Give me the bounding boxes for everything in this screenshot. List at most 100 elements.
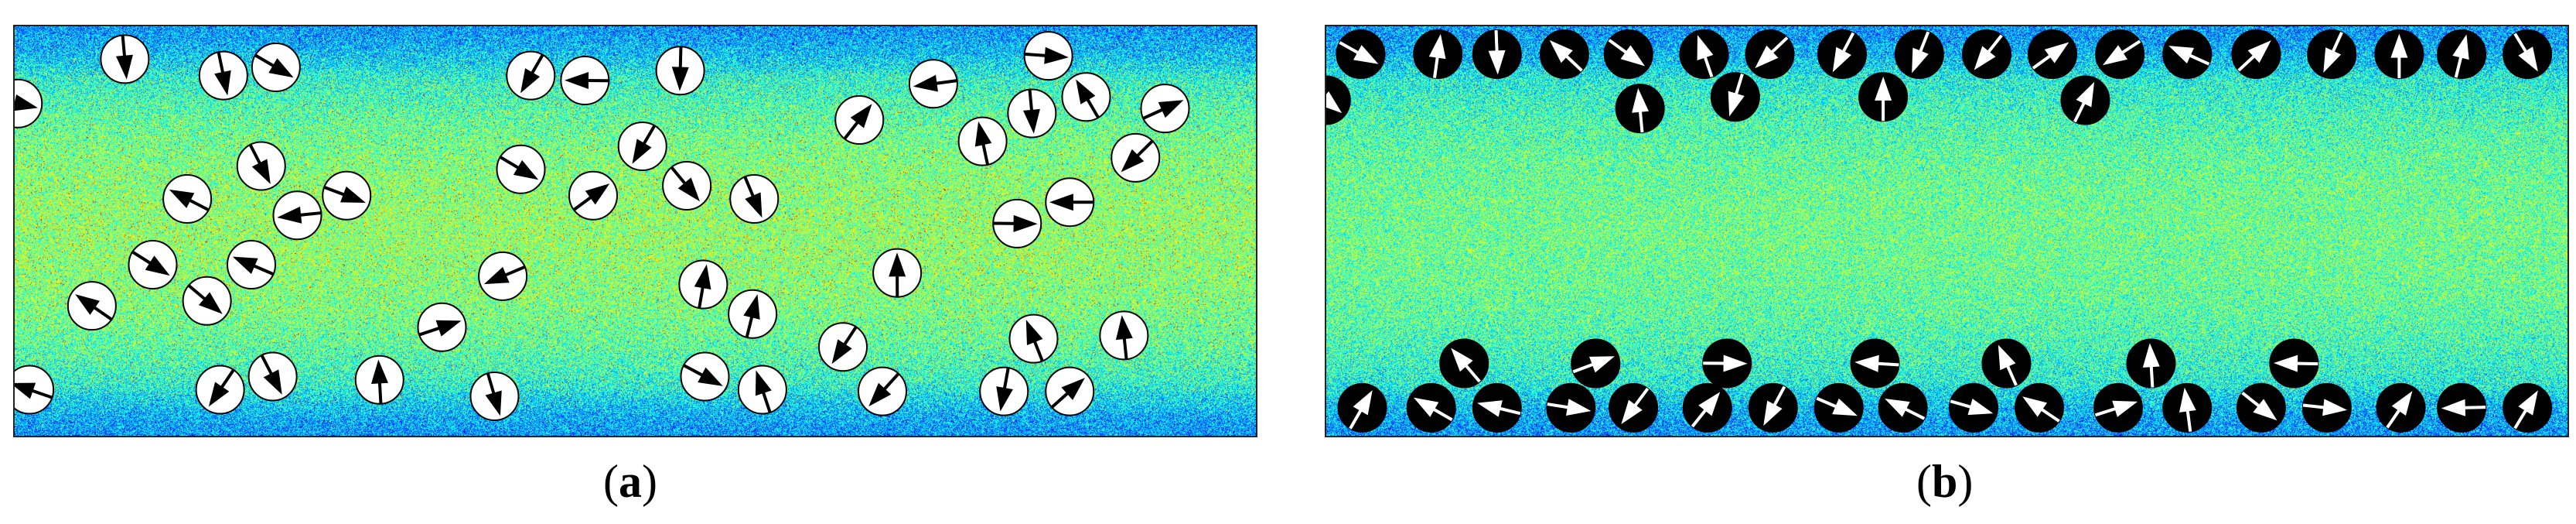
arrow-tail [2149,363,2155,388]
arrow-tail [1134,139,1154,159]
particle [2269,338,2319,389]
orientation-arrow-icon [1022,108,1040,134]
orientation-arrow-icon [1723,354,1748,372]
orientation-arrow-icon [2322,399,2348,416]
arrow-tail [1002,367,1010,392]
arrow-tail [2330,31,2343,55]
arrow-tail [843,118,861,140]
orientation-arrow-icon [585,183,610,205]
orientation-arrow-icon [1044,46,1069,64]
particle [2376,382,2426,433]
arrow-tail [1702,53,1714,77]
particle [737,365,787,415]
particle [1878,382,1928,433]
orientation-arrow-icon [677,177,700,202]
particle [2093,382,2143,433]
particle [1682,382,1732,433]
orientation-arrow-icon [145,255,170,276]
orientation-arrow-icon [1698,392,1721,416]
arrow-tail [2119,39,2141,56]
particle [1337,382,1387,433]
arrow-tail [2005,362,2018,386]
arrow-tail [486,372,496,397]
particle [1981,338,2032,389]
panel-b-field [1325,25,2569,437]
panel-label-a: (a) [603,456,657,507]
arrow-tail [1024,52,1049,58]
particles-b [1326,29,2553,433]
orientation-arrow-icon [483,266,510,285]
arrow-tail [1496,406,1521,416]
arrow-tail [1918,31,1930,55]
orientation-arrow-icon [2179,387,2196,413]
particle [617,122,667,171]
orientation-arrow-icon [1589,356,1615,373]
panel-label-b: (b) [1916,456,1974,507]
arrow-tail [251,263,275,276]
orientation-arrow-icon [974,121,992,147]
arrow-tail [1563,53,1583,72]
orientation-arrow-icon [1428,33,1446,60]
arrow-tail [1349,406,1364,430]
particle [2060,75,2110,125]
particle [979,366,1029,416]
orientation-arrow-icon [1413,397,1439,417]
particle [100,34,150,84]
particle [1326,75,1351,125]
arrow-tail [1142,107,1166,120]
arrow-tail [2185,407,2192,432]
orientation-arrow-icon [1115,315,1133,341]
orientation-arrow-icon [371,359,388,384]
particle [2503,382,2553,433]
arrow-tail [1816,396,1840,409]
particle [322,170,372,221]
orientation-arrow-icon [277,206,302,224]
orientation-arrow-icon [232,256,258,274]
arrow-tail [2094,406,2119,417]
orientation-arrow-icon [1549,39,1573,63]
particle [2028,29,2077,79]
orientation-arrow-icon [340,186,366,204]
arrow-tail [418,325,443,337]
particle [1140,84,1190,134]
orientation-arrow-icon [1974,46,1996,70]
particle [1045,177,1095,228]
orientation-arrow-icon [1632,87,1650,113]
orientation-arrow-icon [1353,45,1379,64]
orientation-arrow-icon [1967,399,1994,416]
orientation-arrow-icon [2112,400,2138,417]
orientation-arrow-icon [2044,42,2069,63]
orientation-arrow-icon [1451,348,1473,372]
arrow-tail [1771,385,1786,409]
arrow-tail [1433,53,1440,78]
arrow-tail [1084,96,1100,119]
particle [2095,29,2145,79]
arrow-tail [2186,53,2210,66]
arrow-tail [2386,406,2403,429]
particle [2437,29,2487,79]
particle [1850,338,1900,389]
arrow-tail [248,144,263,167]
arrow-tail [323,185,347,197]
particle [1679,29,1729,79]
particle [506,50,556,101]
particle [2015,382,2064,433]
particle [1439,338,1489,389]
particle [496,144,546,194]
orientation-arrow-icon [1488,50,1506,75]
orientation-arrow-icon [1697,35,1714,60]
orientation-arrow-icon [15,94,38,111]
particle [1748,382,1798,433]
arrow-tail [1902,406,1926,420]
orientation-arrow-icon [996,386,1013,412]
particle [1406,382,1456,433]
arrow-tail [2073,99,2087,123]
orientation-arrow-icon [694,264,711,289]
particle [469,372,520,421]
particles-a [15,31,1190,421]
particle [2503,29,2553,79]
orientation-arrow-icon [1061,378,1085,400]
particle [1546,382,1596,433]
arrow-tail [670,166,688,187]
orientation-arrow-icon [2142,343,2160,368]
